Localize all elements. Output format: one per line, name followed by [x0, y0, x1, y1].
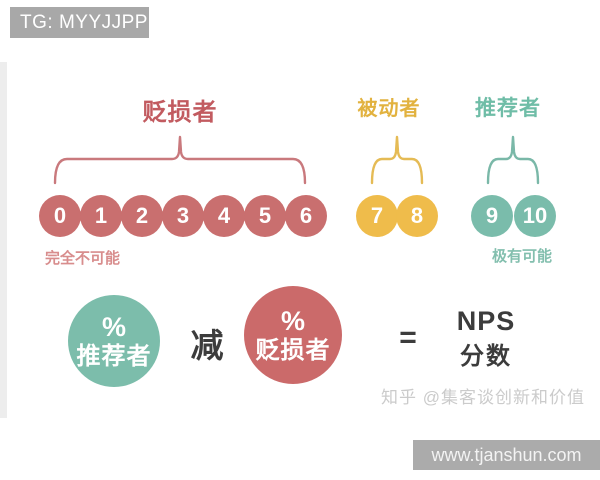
detractor-circle-label: 贬损者 — [255, 336, 331, 364]
nps-result: NPS 分数 — [457, 308, 516, 369]
score-circle-4: 4 — [203, 195, 245, 237]
passives-brace — [370, 135, 424, 185]
scale-right-label: 极有可能 — [492, 248, 553, 265]
promoter-scores-row: 9 10 — [471, 195, 556, 237]
score-circle-0: 0 — [39, 195, 81, 237]
score-circle-9: 9 — [471, 195, 513, 237]
scale-left-label: 完全不可能 — [45, 250, 121, 267]
promoter-percent-sign: % — [101, 311, 126, 342]
promoter-circle-label: 推荐者 — [76, 342, 152, 370]
minus-operator: 减 — [190, 327, 224, 364]
score-circle-6: 6 — [285, 195, 327, 237]
equals-operator: = — [399, 321, 417, 354]
passives-label: 被动者 — [357, 98, 421, 120]
promoters-brace — [486, 135, 540, 185]
image-left-edge — [0, 62, 7, 418]
score-circle-1: 1 — [80, 195, 122, 237]
zhihu-watermark: 知乎 @集客谈创新和价值 — [381, 388, 585, 407]
nps-result-line1: NPS — [456, 306, 516, 336]
nps-result-line2: 分数 — [460, 343, 512, 370]
score-circle-3: 3 — [162, 195, 204, 237]
score-circle-5: 5 — [244, 195, 286, 237]
promoter-percent-circle: % 推荐者 — [68, 295, 160, 387]
score-circle-10: 10 — [514, 195, 556, 237]
score-circle-8: 8 — [396, 195, 438, 237]
top-watermark-badge: TG: MYYJJPP — [10, 7, 149, 38]
detractors-label: 贬损者 — [142, 99, 218, 126]
score-circle-2: 2 — [121, 195, 163, 237]
detractor-percent-circle: % 贬损者 — [244, 286, 342, 384]
promoters-label: 推荐者 — [475, 97, 541, 120]
detractors-brace — [53, 135, 307, 185]
website-watermark-badge: www.tjanshun.com — [413, 440, 600, 470]
detractor-percent-sign: % — [280, 305, 305, 336]
score-circle-7: 7 — [356, 195, 398, 237]
